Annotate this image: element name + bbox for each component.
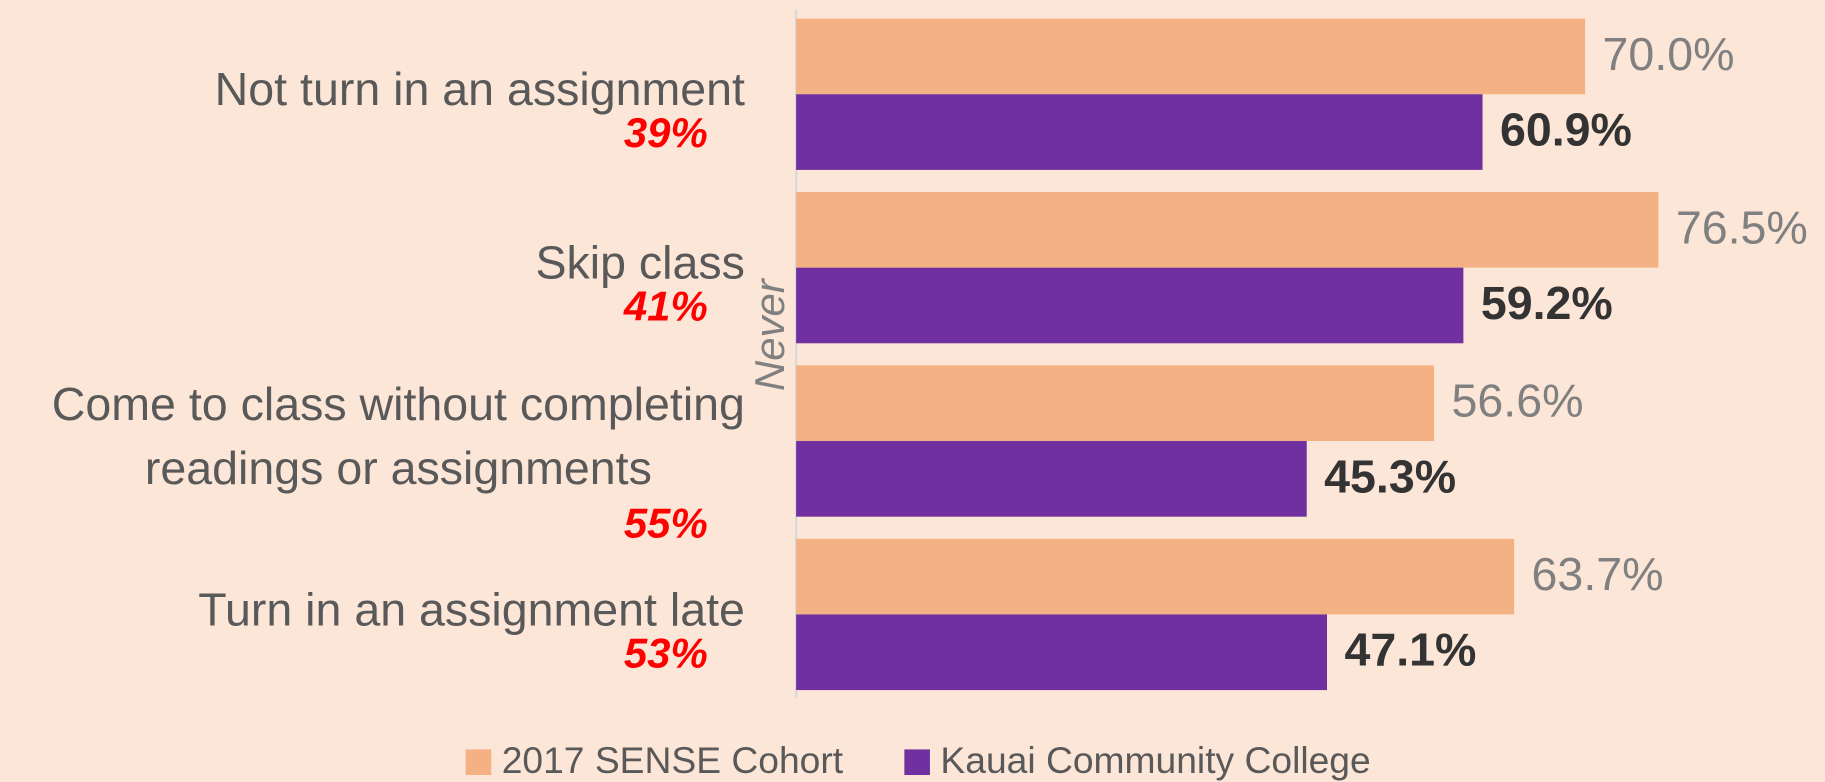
annotation: 53% [624,629,708,676]
bar [796,365,1435,442]
value-label: 76.5% [1676,201,1808,253]
axis-label: Never [746,277,793,391]
legend-swatch [904,749,930,776]
value-label: 45.3% [1324,450,1456,502]
category-label: Come to class without completing readings… [52,378,745,494]
category-label: Skip class [535,237,744,289]
legend-swatch [465,749,492,776]
bar [796,267,1464,344]
annotation: 39% [624,109,708,156]
value-label: 47.1% [1344,624,1476,676]
legend-label: Kauai Community College [940,739,1370,781]
value-label: 59.2% [1481,277,1613,329]
bar [796,441,1307,517]
bar [796,18,1586,95]
legend-label: 2017 SENSE Cohort [502,739,844,781]
value-label: 60.9% [1500,104,1632,156]
bar [796,94,1483,170]
bar [796,614,1328,691]
category-label: Not turn in an assignment [215,63,745,115]
category-label: Turn in an assignment late [198,584,745,636]
bar [796,538,1515,615]
value-label: 63.7% [1532,548,1664,600]
annotation: 41% [623,283,708,330]
value-label: 70.0% [1603,28,1735,80]
annotation: 55% [624,500,708,547]
bar [796,192,1659,268]
value-label: 56.6% [1452,375,1584,427]
